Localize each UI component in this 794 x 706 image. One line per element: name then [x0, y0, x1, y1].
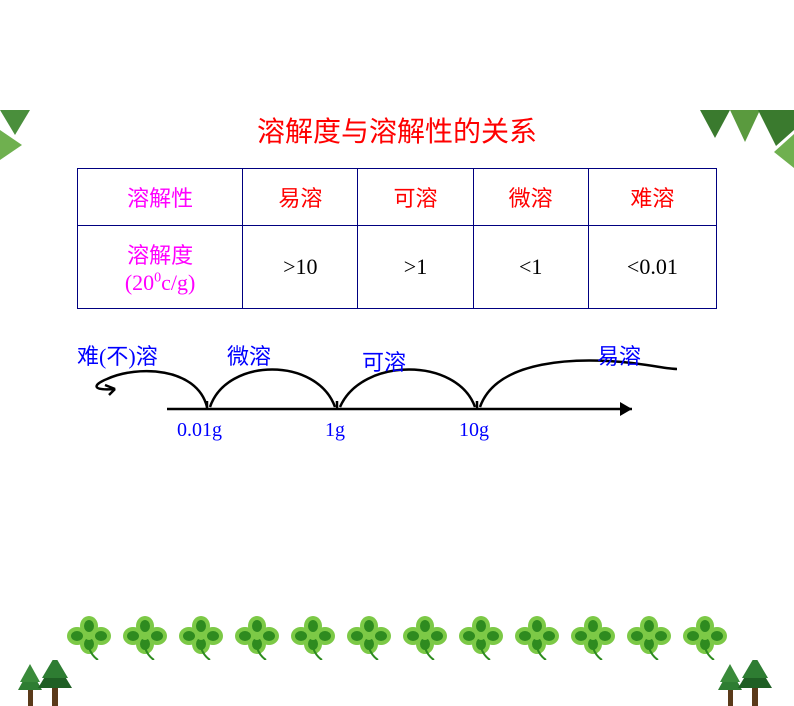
clover-icon	[120, 614, 170, 660]
cell-slight: 微溶	[473, 169, 588, 226]
clover-icon	[456, 614, 506, 660]
clover-icon	[512, 614, 562, 660]
cell-degree-header: 溶解度 (200c/g)	[78, 226, 243, 309]
page-title: 溶解度与溶解性的关系	[0, 110, 794, 150]
label-soluble: 可溶	[362, 345, 406, 377]
cell-lt1: <1	[473, 226, 588, 309]
cell-solubility-header: 溶解性	[78, 169, 243, 226]
bottom-tree-decoration	[0, 660, 794, 706]
clover-icon	[400, 614, 450, 660]
tick-10g: 10g	[459, 419, 489, 442]
clover-icon	[232, 614, 282, 660]
solubility-table: 溶解性 易溶 可溶 微溶 难溶 溶解度 (200c/g) >10 >1 <1 <…	[77, 168, 717, 309]
clover-icon	[568, 614, 618, 660]
clover-icon	[344, 614, 394, 660]
cell-gt1: >1	[358, 226, 473, 309]
cell-hard: 难溶	[588, 169, 716, 226]
cell-easy: 易溶	[243, 169, 358, 226]
cell-lt001: <0.01	[588, 226, 716, 309]
number-line-diagram: 难(不)溶 微溶 可溶 易溶 0.01g 1g 10g	[77, 339, 717, 459]
clover-icon	[64, 614, 114, 660]
clover-icon	[624, 614, 674, 660]
clover-icon	[176, 614, 226, 660]
cell-gt10: >10	[243, 226, 358, 309]
clover-icon	[680, 614, 730, 660]
label-insoluble: 难(不)溶	[77, 339, 158, 371]
tick-001g: 0.01g	[177, 419, 222, 442]
tick-1g: 1g	[325, 419, 345, 442]
cell-soluble: 可溶	[358, 169, 473, 226]
clover-decoration-row	[0, 614, 794, 660]
clover-icon	[288, 614, 338, 660]
label-slightly: 微溶	[227, 339, 271, 371]
label-easy: 易溶	[597, 339, 641, 371]
